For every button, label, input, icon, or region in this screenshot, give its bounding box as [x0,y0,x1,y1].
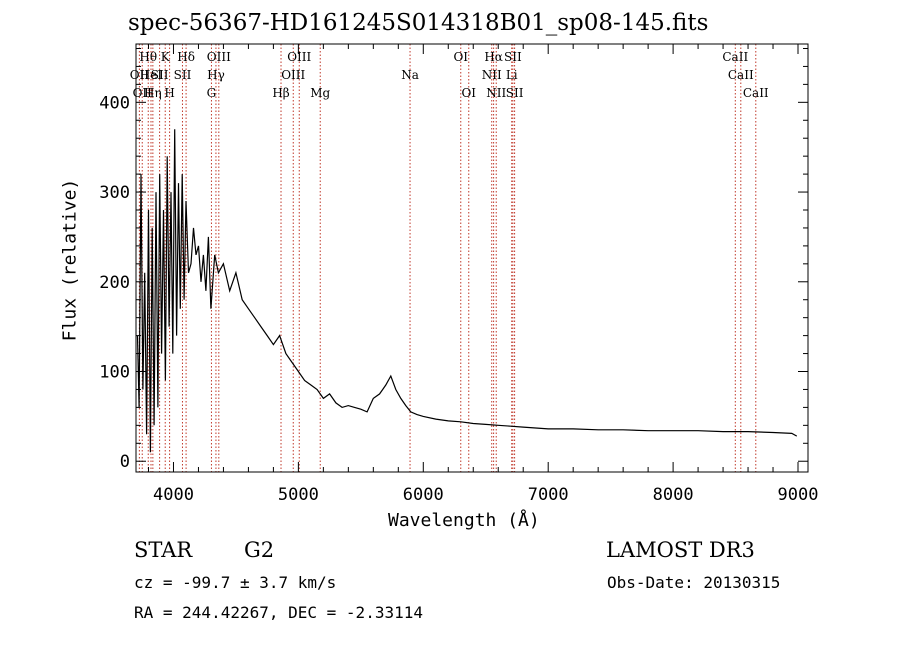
ra-dec-coordinates: RA = 244.42267, DEC = -2.33114 [134,603,423,622]
line-label-sii: SII [504,50,522,64]
object-subclass: G2 [244,538,275,562]
y-tick-label: 200 [99,273,130,293]
line-label-oii: OII [133,86,153,100]
survey-name: LAMOST DR3 [606,538,755,562]
line-label-k: K [161,50,171,64]
x-tick-label: 7000 [528,485,569,505]
x-tick-label: 8000 [653,485,694,505]
line-label-hδ: Hδ [177,50,195,64]
line-label-oi: OI [453,50,468,64]
line-label-oiii: OIII [281,68,305,82]
line-label-h: H [164,86,174,100]
line-label-hα: Hα [484,50,503,64]
line-label-li: Li [506,68,518,82]
line-label-sii: SII [506,86,524,100]
object-class: STAR [134,538,193,562]
x-tick-label: 9000 [778,485,819,505]
line-label-caii: CaII [722,50,748,64]
y-tick-label: 0 [120,452,130,472]
line-label-oii: OII [130,68,150,82]
spectrum-line [136,129,798,453]
line-label-na: Na [401,68,419,82]
line-label-oiii: OIII [287,50,311,64]
line-label-nii: NII [486,86,506,100]
line-label-mg: Mg [310,86,330,100]
y-tick-label: 300 [99,183,130,203]
y-axis-label: Flux (relative) [59,178,81,342]
y-tick-label: 400 [99,93,130,113]
x-axis-label: Wavelength (Å) [388,510,540,531]
y-tick-label: 100 [99,363,130,383]
observation-date: Obs-Date: 20130315 [607,573,781,592]
y-axis: 0 100 200 300 400 [99,47,808,472]
line-label-sii: SII [151,68,169,82]
line-label-hei: HeI [140,68,163,82]
line-label-caii: CaII [728,68,754,82]
line-label-hθ: Hθ [139,50,157,64]
line-label-nii: NII [482,68,502,82]
emission-line-markers [138,44,757,472]
line-label-hβ: Hβ [272,86,289,100]
chart-title: spec-56367-HD161245S014318B01_sp08-145.f… [128,10,709,36]
redshift-cz: cz = -99.7 ± 3.7 km/s [134,573,337,592]
line-label-sii: SII [174,68,192,82]
line-label-oi: OI [461,86,476,100]
line-label-g: G [207,86,217,100]
line-label-oiii: OIII [207,50,231,64]
line-label-hγ: Hγ [207,68,225,82]
line-label-hη: Hη [144,86,162,100]
plot-frame [135,43,809,473]
x-axis: 4000 5000 6000 7000 8000 9000 [147,44,819,505]
x-tick-label: 5000 [278,485,319,505]
spectrum-series [136,129,798,453]
line-label-caii: CaII [743,86,769,100]
x-tick-label: 4000 [153,485,194,505]
x-tick-label: 6000 [403,485,444,505]
